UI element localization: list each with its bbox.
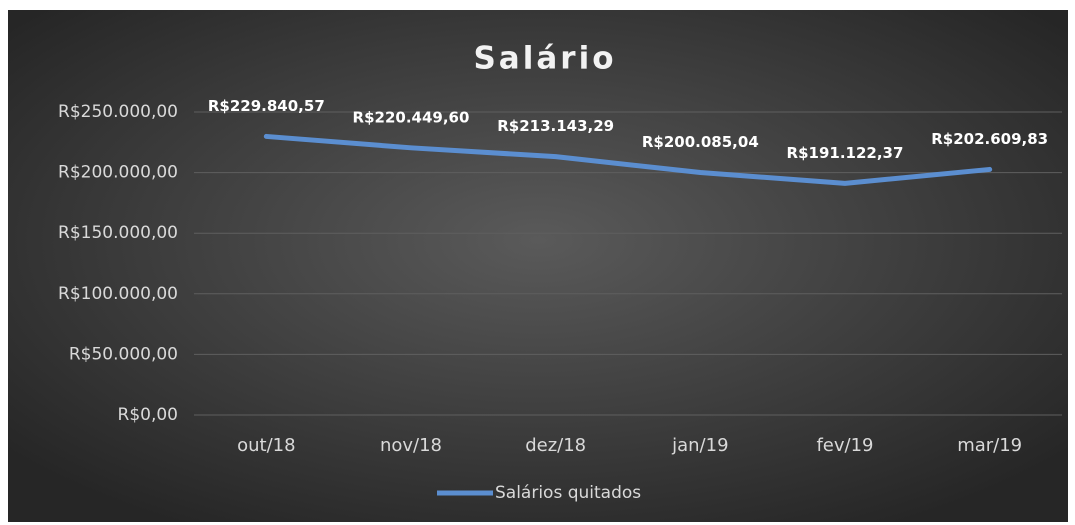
data-label: R$202.609,83 [931,130,1048,148]
chart-background [8,10,1068,522]
x-tick-label: dez/18 [525,435,586,456]
data-label: R$191.122,37 [787,144,904,162]
x-tick-label: fev/19 [816,435,873,456]
y-tick-label: R$150.000,00 [58,223,178,243]
y-tick-label: R$50.000,00 [69,344,178,364]
y-tick-label: R$250.000,00 [58,102,178,122]
y-tick-label: R$200.000,00 [58,163,178,183]
data-label: R$200.085,04 [642,133,759,151]
x-tick-label: jan/19 [671,435,728,456]
data-label: R$229.840,57 [208,97,325,115]
y-tick-label: R$0,00 [118,405,178,425]
x-tick-label: mar/19 [957,435,1022,456]
x-tick-label: out/18 [237,435,295,456]
data-label: R$220.449,60 [353,108,470,126]
y-tick-label: R$100.000,00 [58,284,178,304]
legend-label: Salários quitados [495,483,641,503]
chart-title: Salário [473,41,616,77]
x-tick-label: nov/18 [380,435,442,456]
data-label: R$213.143,29 [497,117,614,135]
series-line [263,133,993,186]
